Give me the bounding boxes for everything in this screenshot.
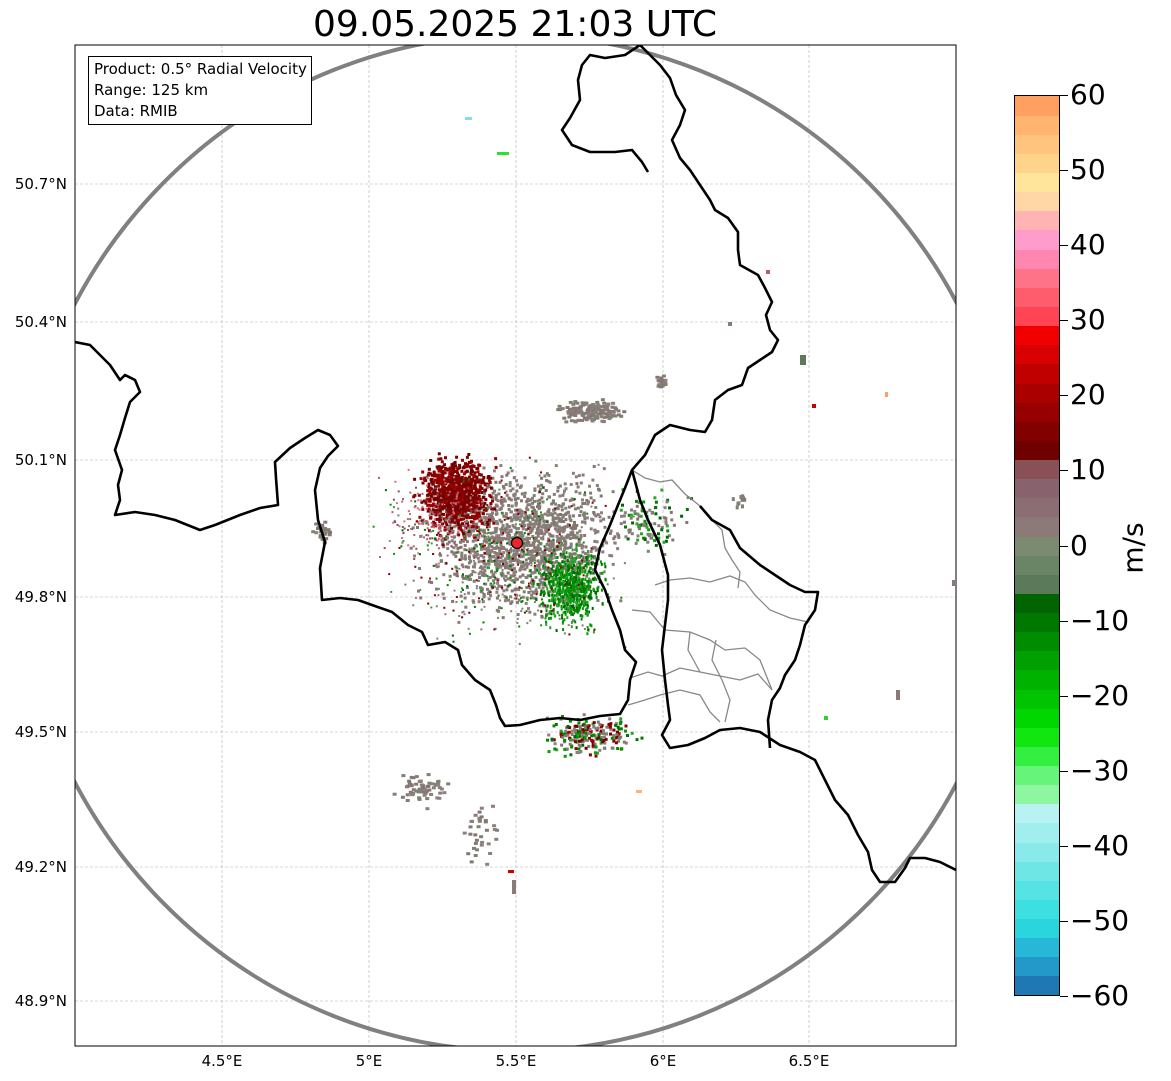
lat-tick-label: 49.8°N bbox=[14, 588, 67, 606]
colorbar-band bbox=[1015, 382, 1059, 403]
colorbar-band bbox=[1015, 191, 1059, 212]
lat-tick-label: 49.5°N bbox=[14, 723, 67, 741]
colorbar-band bbox=[1015, 880, 1059, 900]
colorbar-band bbox=[1015, 268, 1059, 288]
colorbar-band bbox=[1015, 918, 1059, 939]
colorbar-band bbox=[1015, 229, 1059, 250]
colorbar-tick-mark bbox=[1060, 320, 1068, 322]
colorbar-band bbox=[1015, 115, 1059, 135]
colorbar-band bbox=[1015, 344, 1059, 365]
colorbar-band bbox=[1015, 459, 1059, 480]
colorbar-band bbox=[1015, 631, 1059, 652]
colorbar-band bbox=[1015, 746, 1059, 767]
colorbar-band bbox=[1015, 287, 1059, 307]
data-source-label: Data: RMIB bbox=[94, 102, 178, 120]
colorbar-band bbox=[1015, 440, 1059, 461]
colorbar-band bbox=[1015, 96, 1059, 116]
colorbar-band bbox=[1015, 937, 1059, 958]
colorbar-tick-mark bbox=[1060, 170, 1068, 172]
lat-tick-label: 49.2°N bbox=[14, 858, 67, 876]
colorbar-band bbox=[1015, 516, 1059, 537]
colorbar-band bbox=[1015, 497, 1059, 518]
colorbar-unit-label: m/s bbox=[1116, 522, 1150, 574]
colorbar-band bbox=[1015, 249, 1059, 269]
colorbar-band bbox=[1015, 650, 1059, 671]
colorbar-tick-label: −30 bbox=[1070, 753, 1130, 787]
colorbar-tick-label: 40 bbox=[1070, 228, 1106, 262]
colorbar-band bbox=[1015, 822, 1059, 843]
lon-tick-label: 5°E bbox=[355, 1052, 383, 1070]
lat-tick-label: 50.7°N bbox=[14, 175, 67, 193]
colorbar-tick-mark bbox=[1060, 920, 1068, 922]
colorbar-band bbox=[1015, 134, 1059, 154]
colorbar-band bbox=[1015, 363, 1059, 384]
colorbar-tick-mark bbox=[1060, 620, 1068, 622]
colorbar-band bbox=[1015, 803, 1059, 824]
colorbar-band bbox=[1015, 402, 1059, 422]
colorbar-tick-mark bbox=[1060, 845, 1068, 847]
colorbar-tick-mark bbox=[1060, 770, 1068, 772]
colorbar-band bbox=[1015, 555, 1059, 575]
colorbar-tick-mark bbox=[1060, 695, 1068, 697]
colorbar-band bbox=[1015, 593, 1059, 614]
product-info-box: Product: 0.5° Radial Velocity Range: 125… bbox=[88, 56, 312, 125]
colorbar-band bbox=[1015, 727, 1059, 747]
colorbar-band bbox=[1015, 535, 1059, 556]
colorbar-tick-label: 20 bbox=[1070, 378, 1106, 412]
colorbar-band bbox=[1015, 688, 1059, 709]
colorbar-band bbox=[1015, 478, 1059, 499]
colorbar-tick-mark bbox=[1060, 470, 1068, 472]
colorbar-band bbox=[1015, 153, 1059, 174]
colorbar-band bbox=[1015, 210, 1059, 231]
colorbar-tick-label: 10 bbox=[1070, 453, 1106, 487]
colorbar-band bbox=[1015, 172, 1059, 193]
colorbar-band bbox=[1015, 574, 1059, 594]
colorbar-band bbox=[1015, 669, 1059, 690]
colorbar-tick-label: 0 bbox=[1070, 528, 1088, 562]
colorbar-band bbox=[1015, 861, 1059, 881]
colorbar-tick-label: −40 bbox=[1070, 828, 1130, 862]
colorbar-tick-label: −60 bbox=[1070, 979, 1130, 1012]
lon-tick-label: 6.5°E bbox=[788, 1052, 830, 1070]
colorbar-band bbox=[1015, 325, 1059, 346]
radar-echoes bbox=[311, 117, 955, 894]
map-title: 09.05.2025 21:03 UTC bbox=[312, 4, 718, 45]
colorbar-tick-label: −10 bbox=[1070, 603, 1130, 637]
colorbar-band bbox=[1015, 765, 1059, 786]
colorbar-tick-label: −50 bbox=[1070, 903, 1130, 937]
colorbar-band bbox=[1015, 784, 1059, 805]
colorbar-tick-label: −20 bbox=[1070, 678, 1130, 712]
colorbar-band bbox=[1015, 612, 1059, 633]
colorbar-band bbox=[1015, 899, 1059, 920]
colorbar-tick-mark bbox=[1060, 395, 1068, 397]
colorbar-tick-label: 60 bbox=[1070, 78, 1106, 111]
colorbar-tick-mark bbox=[1060, 996, 1068, 997]
colorbar-tick-mark bbox=[1060, 245, 1068, 247]
lon-tick-label: 6°E bbox=[649, 1052, 677, 1070]
radar-site-marker bbox=[510, 536, 524, 550]
lon-tick-label: 4.5°E bbox=[201, 1052, 243, 1070]
colorbar-tick-label: 50 bbox=[1070, 153, 1106, 187]
lon-tick-label: 5.5°E bbox=[495, 1052, 537, 1070]
country-borders bbox=[75, 45, 956, 884]
lat-tick-label: 50.1°N bbox=[14, 451, 67, 469]
colorbar-tick-mark bbox=[1060, 545, 1068, 547]
colorbar-band bbox=[1015, 956, 1059, 977]
lat-tick-label: 48.9°N bbox=[14, 992, 67, 1010]
velocity-colorbar bbox=[1014, 95, 1060, 996]
colorbar-band bbox=[1015, 306, 1059, 327]
colorbar-band bbox=[1015, 421, 1059, 441]
colorbar-band bbox=[1015, 841, 1059, 862]
colorbar-band bbox=[1015, 708, 1059, 728]
colorbar-band bbox=[1015, 975, 1059, 995]
range-label: Range: 125 km bbox=[94, 81, 209, 99]
colorbar-tick-label: 30 bbox=[1070, 303, 1106, 337]
lat-tick-label: 50.4°N bbox=[14, 313, 67, 331]
map-frame-border bbox=[74, 44, 957, 1047]
product-label: Product: 0.5° Radial Velocity bbox=[94, 60, 307, 78]
colorbar-tick-mark bbox=[1060, 95, 1068, 96]
